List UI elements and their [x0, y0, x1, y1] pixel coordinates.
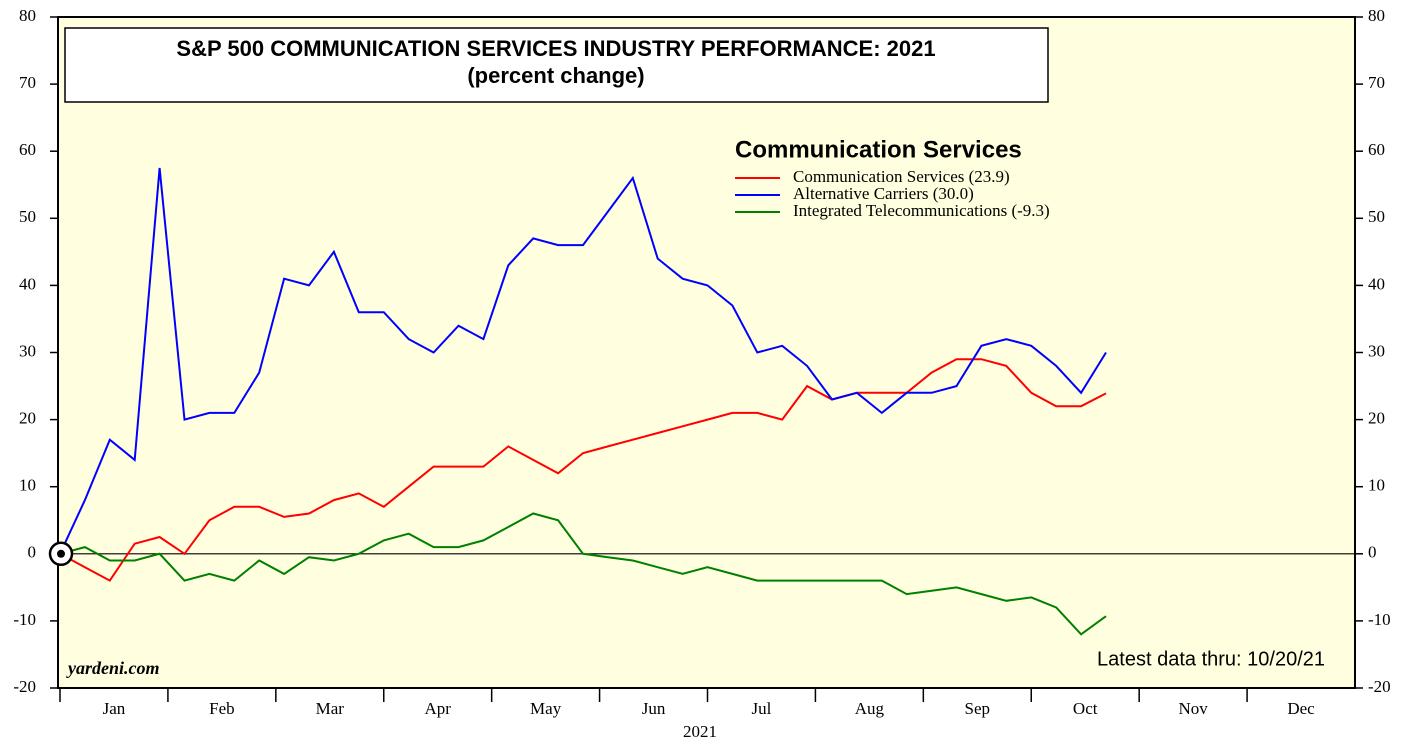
origin-dot: [57, 549, 65, 558]
plot-area: [57, 16, 1356, 689]
y2-tick-label: 20: [1368, 409, 1385, 428]
y2-tick-label: 0: [1368, 543, 1377, 562]
legend-title: Communication Services: [735, 136, 1022, 163]
x-tick-label: Dec: [1287, 699, 1315, 718]
legend-label: Integrated Telecommunications (-9.3): [793, 201, 1050, 220]
y2-tick-label: 50: [1368, 207, 1385, 226]
y2-tick-label: 80: [1368, 6, 1385, 25]
title-box: [64, 27, 1049, 103]
x-tick-label: Oct: [1073, 699, 1098, 718]
y-tick-label: 0: [28, 543, 37, 562]
x-tick-label: Jan: [103, 699, 126, 718]
note: Latest data thru: 10/20/21: [1097, 648, 1325, 670]
y2-tick-label: 70: [1368, 73, 1385, 92]
y2-tick-label: 10: [1368, 476, 1385, 495]
series-line: [59, 512, 1107, 636]
y-tick-label: -20: [13, 677, 36, 696]
y-tick-label: 10: [19, 476, 36, 495]
x-tick-label: Aug: [855, 699, 885, 718]
x-tick-label: Feb: [209, 699, 235, 718]
x-tick-label: Sep: [965, 699, 991, 718]
legend-label: Communication Services (23.9): [793, 167, 1010, 186]
x-tick-label: Nov: [1178, 699, 1208, 718]
y2-tick-label: 30: [1368, 341, 1385, 360]
y2-tick-label: 60: [1368, 140, 1385, 159]
x-tick-label: Jun: [642, 699, 666, 718]
y-tick-label: 80: [19, 6, 36, 25]
x-tick-label: Mar: [316, 699, 345, 718]
y-tick-label: 70: [19, 73, 36, 92]
chart-subtitle: (percent change): [467, 63, 644, 88]
y-tick-label: 20: [19, 409, 36, 428]
y2-tick-label: -20: [1368, 677, 1391, 696]
x-axis-label: 2021: [683, 722, 717, 741]
y-tick-label: 30: [19, 341, 36, 360]
y-tick-label: 40: [19, 274, 36, 293]
y-tick-label: -10: [13, 610, 36, 629]
y2-tick-label: -10: [1368, 610, 1391, 629]
x-tick-label: May: [530, 699, 562, 718]
legend-label: Alternative Carriers (30.0): [793, 184, 974, 203]
x-tick-label: Jul: [752, 699, 772, 718]
y-tick-label: 50: [19, 207, 36, 226]
series-line: [59, 358, 1107, 582]
y2-tick-label: 40: [1368, 274, 1385, 293]
series-line: [59, 167, 1107, 555]
chart-title: S&P 500 COMMUNICATION SERVICES INDUSTRY …: [176, 36, 935, 61]
y-tick-label: 60: [19, 140, 36, 159]
source: yardeni.com: [66, 658, 160, 678]
x-tick-label: Apr: [424, 699, 451, 718]
